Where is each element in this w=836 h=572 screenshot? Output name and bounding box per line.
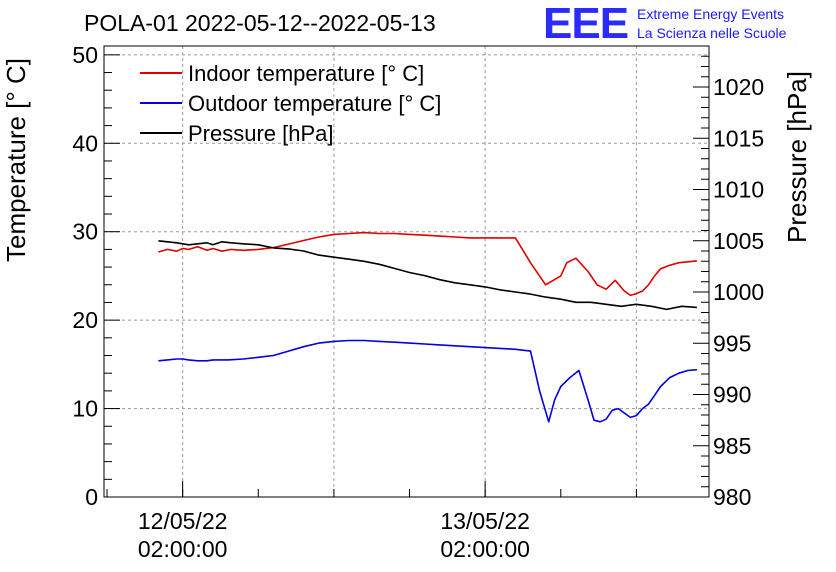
series-line-1 [158, 339, 697, 423]
y-tick-label: 10 [72, 396, 98, 422]
y2-tick-label: 995 [713, 330, 751, 356]
y2-tick-label: 1015 [713, 125, 764, 151]
x-tick-label: 02:00:00 [440, 536, 530, 562]
logo-line-2: La Scienza nelle Scuole [637, 25, 787, 41]
series-layer [158, 231, 697, 423]
axis-ticks: 0102030405098098599099510001005101010151… [72, 42, 764, 562]
y2-tick-label: 1000 [713, 279, 764, 305]
y-tick-label: 50 [72, 42, 98, 68]
legend-label: Indoor temperature [° C] [188, 61, 424, 86]
series-line-0 [158, 231, 697, 297]
x-tick-label: 02:00:00 [138, 536, 228, 562]
x-tick-label: 12/05/22 [138, 508, 228, 534]
logo-line-1: Extreme Energy Events [637, 6, 785, 22]
y-tick-label: 20 [72, 307, 98, 333]
y-tick-label: 30 [72, 219, 98, 245]
y2-tick-label: 985 [713, 433, 751, 459]
grid [104, 46, 709, 497]
legend-label: Pressure [hPa] [188, 121, 334, 146]
legend-label: Outdoor temperature [° C] [188, 91, 441, 116]
chart-title: POLA-01 2022-05-12--2022-05-13 [84, 10, 436, 36]
y2-tick-label: 990 [713, 382, 751, 408]
series-line-2 [158, 240, 697, 311]
y-tick-label: 40 [72, 130, 98, 156]
y2-tick-label: 980 [713, 484, 751, 510]
legend: Indoor temperature [° C] Outdoor temperat… [140, 61, 441, 146]
eee-logo: EEE [543, 0, 629, 48]
y2-tick-label: 1020 [713, 74, 764, 100]
y2-tick-label: 1010 [713, 177, 764, 203]
x-tick-label: 13/05/22 [440, 508, 530, 534]
y-axis-label: Temperature [° C] [1, 58, 31, 262]
y-tick-label: 0 [85, 484, 98, 510]
y2-axis-label: Pressure [hPa] [782, 71, 812, 243]
y2-tick-label: 1005 [713, 228, 764, 254]
